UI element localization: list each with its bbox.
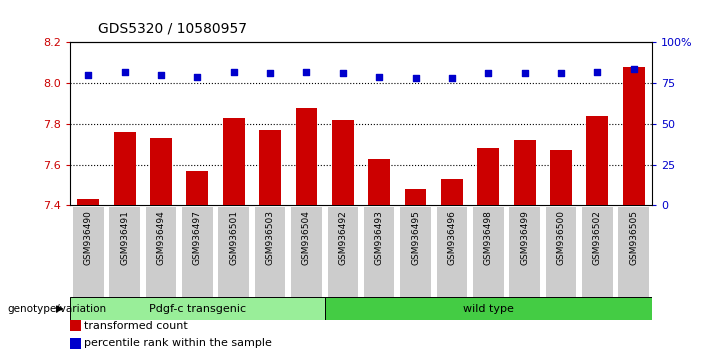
Text: GSM936501: GSM936501	[229, 210, 238, 265]
Point	[592, 69, 603, 75]
FancyBboxPatch shape	[325, 297, 652, 320]
FancyBboxPatch shape	[70, 297, 325, 320]
Bar	[114, 132, 135, 205]
FancyBboxPatch shape	[618, 207, 649, 302]
Bar	[186, 171, 208, 205]
Point	[483, 70, 494, 76]
Text: GSM936492: GSM936492	[339, 210, 347, 265]
Text: wild type: wild type	[463, 304, 514, 314]
Bar	[441, 179, 463, 205]
Text: GSM936498: GSM936498	[484, 210, 493, 265]
FancyBboxPatch shape	[437, 207, 467, 302]
FancyBboxPatch shape	[327, 207, 358, 302]
FancyBboxPatch shape	[109, 207, 140, 302]
Text: GSM936505: GSM936505	[629, 210, 638, 265]
Point	[555, 70, 566, 76]
Point	[410, 75, 421, 81]
Text: GSM936494: GSM936494	[156, 210, 165, 265]
FancyBboxPatch shape	[582, 207, 613, 302]
Text: GSM936495: GSM936495	[411, 210, 420, 265]
Point	[83, 72, 94, 78]
Text: genotype/variation: genotype/variation	[7, 304, 106, 314]
FancyBboxPatch shape	[546, 207, 576, 302]
Point	[337, 70, 348, 76]
Text: GSM936496: GSM936496	[447, 210, 456, 265]
FancyBboxPatch shape	[364, 207, 395, 302]
FancyBboxPatch shape	[182, 207, 212, 302]
FancyBboxPatch shape	[473, 207, 503, 302]
Point	[374, 74, 385, 80]
Bar	[77, 199, 100, 205]
Text: GSM936500: GSM936500	[557, 210, 566, 265]
FancyBboxPatch shape	[73, 207, 104, 302]
Bar	[550, 150, 572, 205]
FancyBboxPatch shape	[510, 207, 540, 302]
FancyBboxPatch shape	[400, 207, 431, 302]
FancyBboxPatch shape	[146, 207, 176, 302]
Text: GSM936491: GSM936491	[120, 210, 129, 265]
Bar	[70, 338, 81, 349]
Point	[519, 70, 530, 76]
Bar	[70, 320, 81, 331]
Text: GSM936502: GSM936502	[593, 210, 602, 265]
Bar	[404, 189, 426, 205]
Point	[192, 74, 203, 80]
Text: Pdgf-c transgenic: Pdgf-c transgenic	[149, 304, 246, 314]
FancyBboxPatch shape	[255, 207, 285, 302]
Bar	[368, 159, 390, 205]
Point	[628, 66, 639, 72]
Point	[447, 75, 458, 81]
Point	[156, 72, 167, 78]
Bar	[223, 118, 245, 205]
Text: transformed count: transformed count	[84, 321, 188, 331]
Text: GSM936503: GSM936503	[266, 210, 275, 265]
Text: GSM936497: GSM936497	[193, 210, 202, 265]
Point	[228, 69, 239, 75]
Point	[119, 69, 130, 75]
Text: percentile rank within the sample: percentile rank within the sample	[84, 338, 272, 348]
Text: GSM936490: GSM936490	[84, 210, 93, 265]
Text: GSM936493: GSM936493	[375, 210, 383, 265]
FancyBboxPatch shape	[291, 207, 322, 302]
Bar	[514, 140, 536, 205]
Point	[301, 69, 312, 75]
Text: GSM936499: GSM936499	[520, 210, 529, 265]
Point	[264, 70, 275, 76]
Text: GSM936504: GSM936504	[302, 210, 311, 265]
Bar	[332, 120, 354, 205]
Bar	[296, 108, 318, 205]
Bar	[622, 67, 645, 205]
FancyBboxPatch shape	[219, 207, 249, 302]
Bar	[150, 138, 172, 205]
Bar	[587, 116, 608, 205]
Bar	[259, 130, 281, 205]
Text: GDS5320 / 10580957: GDS5320 / 10580957	[98, 21, 247, 35]
Bar	[477, 148, 499, 205]
